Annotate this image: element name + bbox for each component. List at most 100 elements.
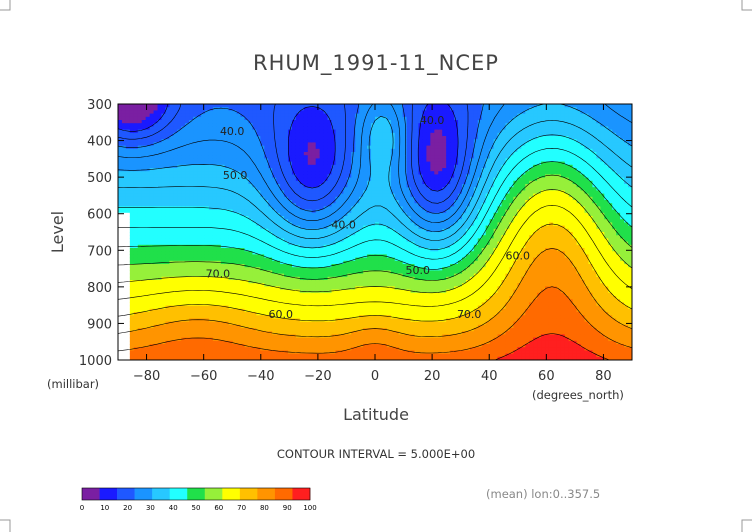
field-cell [133,193,139,198]
field-cell [204,356,210,360]
field-cell [280,251,285,255]
field-cell [153,203,159,207]
field-cell [240,196,246,201]
field-cell [256,350,261,355]
field-cell [118,257,123,262]
field-cell [288,132,293,137]
field-cell [185,203,190,207]
field-cell [216,132,222,137]
field-cell [284,347,289,351]
field-cell [272,161,277,166]
field-cell [256,337,261,342]
field-cell [145,270,151,275]
field-cell [228,302,234,307]
field-cell [161,187,167,191]
field-cell [189,347,194,351]
field-cell [276,203,281,207]
field-cell [212,142,218,147]
field-cell [185,132,190,137]
field-cell [208,196,214,201]
field-cell [177,296,182,300]
field-cell [264,280,269,284]
field-cell [133,241,139,246]
field-cell [244,171,250,175]
field-cell [197,120,202,124]
field-cell [177,216,182,220]
field-cell [264,187,269,191]
field-cell [129,232,135,236]
field-cell [260,120,265,124]
field-cell [212,299,218,303]
field-cell [208,308,214,313]
field-cell [240,321,246,326]
field-cell [224,152,230,156]
field-cell [280,296,285,300]
field-cell [181,286,186,291]
field-cell [220,123,226,127]
field-cell [260,110,265,115]
field-cell [145,254,151,259]
field-cell [244,222,250,227]
field-cell [291,104,297,108]
field-cell [240,203,246,207]
field-cell [153,315,159,319]
field-cell [157,148,163,153]
field-cell [169,273,174,278]
field-cell [197,152,202,156]
field-cell [133,267,139,271]
field-cell [125,104,131,108]
field-cell [118,260,123,265]
field-cell [165,289,170,294]
field-cell [189,324,194,329]
field-cell [121,347,127,351]
field-cell [161,222,167,227]
field-cell [208,212,214,217]
field-cell [272,292,277,297]
field-cell [228,331,234,335]
field-cell [197,248,202,252]
field-cell [149,235,155,239]
field-cell [244,123,250,127]
field-cell [284,276,289,281]
field-cell [145,328,151,332]
field-cell [153,286,159,291]
field-cell [216,254,222,259]
field-cell [145,286,151,291]
field-cell [161,132,167,137]
field-cell [118,292,123,297]
field-cell [272,113,277,118]
field-cell [157,184,163,188]
field-cell [276,123,281,127]
field-cell [201,216,206,220]
field-cell [291,107,297,111]
field-cell [145,318,151,323]
field-cell [228,235,234,239]
field-cell [189,344,194,348]
field-cell [141,219,147,223]
field-cell [228,344,234,348]
field-cell [272,206,277,211]
field-cell [303,206,309,211]
field-cell [157,145,163,150]
field-cell [216,171,222,175]
field-cell [232,206,238,211]
field-cell [260,193,265,198]
field-cell [165,155,170,159]
field-cell [299,187,305,191]
field-cell [208,228,214,233]
field-cell [145,158,151,163]
field-cell [165,168,170,172]
field-cell [185,190,190,195]
field-cell [157,248,163,252]
field-cell [303,187,309,191]
field-cell [165,340,170,345]
field-cell [141,267,147,271]
field-cell [133,251,139,255]
field-cell [276,347,281,351]
field-cell [284,328,289,332]
field-cell [157,273,163,278]
field-cell [169,219,174,223]
field-cell [260,107,265,111]
field-cell [133,283,139,287]
field-cell [232,171,238,175]
